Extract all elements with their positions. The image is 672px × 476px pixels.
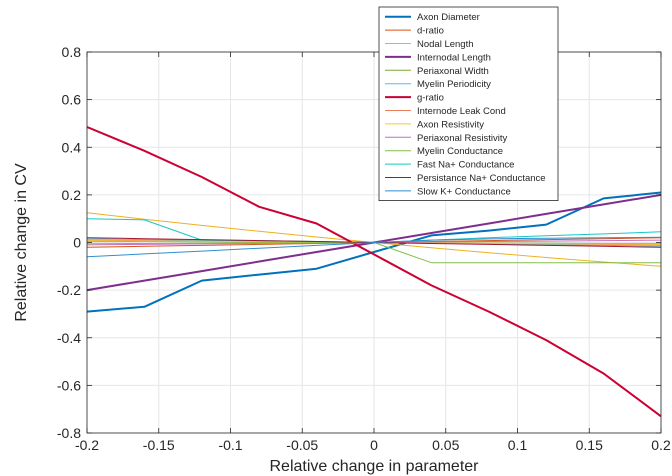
legend: Axon Diameter d-ratio Nodal Length Internod…	[378, 6, 559, 202]
legend-entry-label: d-ratio	[417, 26, 444, 37]
legend-entry-label: Periaxonal Width	[417, 66, 489, 77]
legend-entry-label: Myelin Periodicity	[417, 79, 491, 90]
legend-entry-label: Axon Resistivity	[417, 119, 484, 130]
x-tick-label: -0.15	[143, 437, 175, 453]
legend-entry-label: Axon Diameter	[417, 12, 480, 23]
x-tick-label: 0.1	[508, 437, 528, 453]
legend-entry-label: Nodal Length	[417, 39, 474, 50]
y-axis-label: Relative change in CV	[13, 163, 30, 322]
legend-box	[378, 6, 559, 202]
series-lines	[86, 126, 662, 418]
y-tick-label: 0.2	[62, 187, 82, 203]
legend-entry-label: Periaxonal Resistivity	[417, 133, 508, 144]
x-tick-label: -0.1	[218, 437, 242, 453]
y-tick-label: 0.6	[62, 92, 82, 108]
legend-entry-label: Fast Na+ Conductance	[417, 160, 514, 171]
axis-ticks: -0.2 -0.15 -0.1 -0.05 0 0.05 0.1 0.15 0.2-0.8-0.…	[57, 44, 671, 453]
y-tick-label: 0.8	[62, 44, 82, 60]
y-tick-label: -0.6	[57, 377, 81, 393]
legend-entry-label: g-ratio	[417, 93, 444, 104]
x-tick-label: 0.05	[432, 437, 459, 453]
y-tick-label: 0	[73, 235, 81, 251]
x-tick-label: -0.05	[286, 437, 318, 453]
y-tick-label: -0.8	[57, 425, 81, 441]
series-line	[86, 191, 662, 313]
legend-entry-label: Persistance Na+ Conductance	[417, 173, 546, 184]
y-tick-label: -0.4	[57, 330, 81, 346]
x-axis-label: Relative change in parameter	[269, 458, 479, 475]
x-tick-label: 0	[370, 437, 378, 453]
y-tick-label: -0.2	[57, 282, 81, 298]
x-tick-label: -0.2	[75, 437, 99, 453]
legend-entry-label: Internode Leak Cond	[417, 106, 506, 117]
x-tick-label: 0.2	[651, 437, 671, 453]
y-tick-label: 0.4	[62, 139, 82, 155]
legend-entry-label: Myelin Conductance	[417, 146, 503, 157]
series-line	[86, 126, 662, 418]
series-line	[86, 236, 662, 258]
legend-entry-label: Slow K+ Conductance	[417, 186, 511, 197]
x-tick-label: 0.15	[576, 437, 603, 453]
legend-entry-label: Internodal Length	[417, 52, 491, 63]
